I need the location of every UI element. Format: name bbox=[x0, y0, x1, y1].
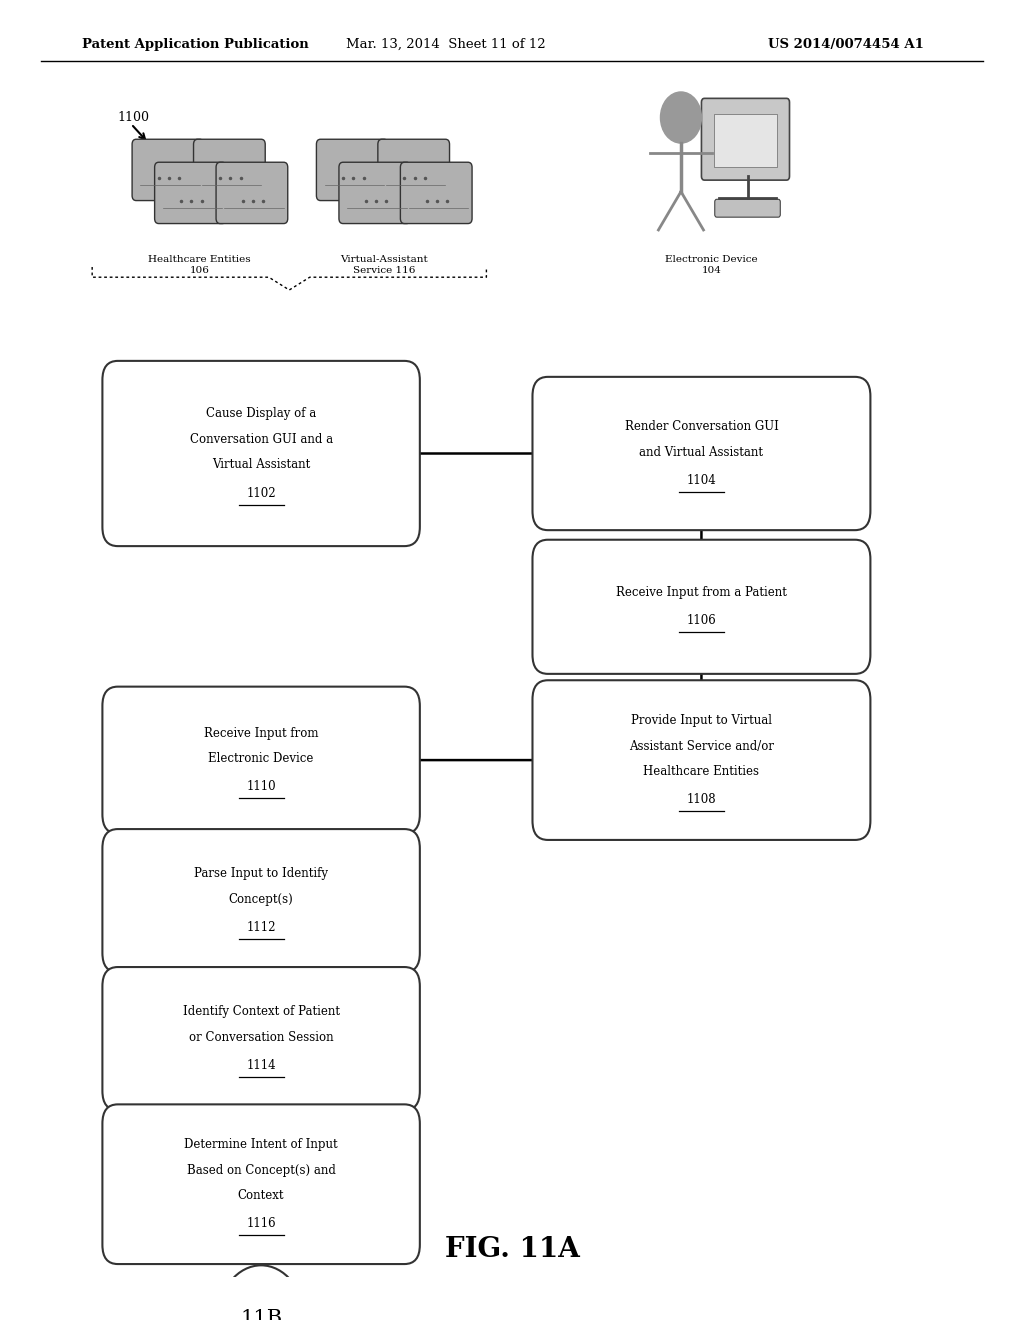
Text: 1110: 1110 bbox=[247, 780, 275, 793]
Text: Concept(s): Concept(s) bbox=[228, 892, 294, 906]
FancyBboxPatch shape bbox=[532, 376, 870, 531]
Text: Provide Input to Virtual: Provide Input to Virtual bbox=[631, 714, 772, 727]
FancyBboxPatch shape bbox=[378, 139, 450, 201]
Text: Identify Context of Patient: Identify Context of Patient bbox=[182, 1006, 340, 1018]
Text: Virtual-Assistant
Service 116: Virtual-Assistant Service 116 bbox=[340, 256, 428, 275]
Text: 1102: 1102 bbox=[247, 487, 275, 499]
FancyBboxPatch shape bbox=[102, 829, 420, 972]
FancyBboxPatch shape bbox=[102, 360, 420, 546]
Text: US 2014/0074454 A1: US 2014/0074454 A1 bbox=[768, 38, 924, 51]
Text: Receive Input from: Receive Input from bbox=[204, 727, 318, 739]
Text: or Conversation Session: or Conversation Session bbox=[188, 1031, 334, 1044]
Text: Conversation GUI and a: Conversation GUI and a bbox=[189, 433, 333, 446]
Text: Based on Concept(s) and: Based on Concept(s) and bbox=[186, 1164, 336, 1176]
Text: Receive Input from a Patient: Receive Input from a Patient bbox=[616, 586, 786, 599]
Text: Determine Intent of Input: Determine Intent of Input bbox=[184, 1138, 338, 1151]
Text: 1104: 1104 bbox=[686, 474, 717, 487]
Text: and Virtual Assistant: and Virtual Assistant bbox=[639, 446, 764, 459]
FancyBboxPatch shape bbox=[216, 162, 288, 223]
FancyBboxPatch shape bbox=[102, 686, 420, 833]
Text: 1112: 1112 bbox=[247, 921, 275, 935]
FancyBboxPatch shape bbox=[102, 1105, 420, 1265]
Circle shape bbox=[218, 1266, 304, 1320]
Text: Context: Context bbox=[238, 1189, 285, 1203]
Text: Cause Display of a: Cause Display of a bbox=[206, 408, 316, 420]
Text: Virtual Assistant: Virtual Assistant bbox=[212, 458, 310, 471]
Text: FIG. 11A: FIG. 11A bbox=[444, 1236, 580, 1263]
Text: 1114: 1114 bbox=[247, 1059, 275, 1072]
Text: Electronic Device: Electronic Device bbox=[209, 752, 313, 766]
Text: 1106: 1106 bbox=[686, 614, 717, 627]
FancyBboxPatch shape bbox=[701, 99, 790, 180]
FancyBboxPatch shape bbox=[132, 139, 204, 201]
FancyBboxPatch shape bbox=[316, 139, 388, 201]
FancyBboxPatch shape bbox=[714, 114, 777, 168]
FancyBboxPatch shape bbox=[532, 680, 870, 840]
FancyBboxPatch shape bbox=[194, 139, 265, 201]
FancyBboxPatch shape bbox=[339, 162, 411, 223]
Text: Healthcare Entities: Healthcare Entities bbox=[643, 766, 760, 777]
Circle shape bbox=[660, 92, 701, 143]
Text: 11B: 11B bbox=[240, 1309, 283, 1320]
FancyBboxPatch shape bbox=[715, 199, 780, 218]
Text: Assistant Service and/or: Assistant Service and/or bbox=[629, 739, 774, 752]
Text: Electronic Device
104: Electronic Device 104 bbox=[666, 256, 758, 275]
Text: 1116: 1116 bbox=[247, 1217, 275, 1230]
FancyBboxPatch shape bbox=[102, 968, 420, 1110]
FancyBboxPatch shape bbox=[532, 540, 870, 675]
Text: Parse Input to Identify: Parse Input to Identify bbox=[195, 867, 328, 880]
FancyBboxPatch shape bbox=[155, 162, 226, 223]
Text: Healthcare Entities
106: Healthcare Entities 106 bbox=[148, 256, 251, 275]
Text: 1100: 1100 bbox=[118, 111, 150, 124]
Text: Render Conversation GUI: Render Conversation GUI bbox=[625, 420, 778, 433]
Text: 1108: 1108 bbox=[687, 793, 716, 807]
Text: Patent Application Publication: Patent Application Publication bbox=[82, 38, 308, 51]
Text: Mar. 13, 2014  Sheet 11 of 12: Mar. 13, 2014 Sheet 11 of 12 bbox=[346, 38, 545, 51]
FancyBboxPatch shape bbox=[400, 162, 472, 223]
